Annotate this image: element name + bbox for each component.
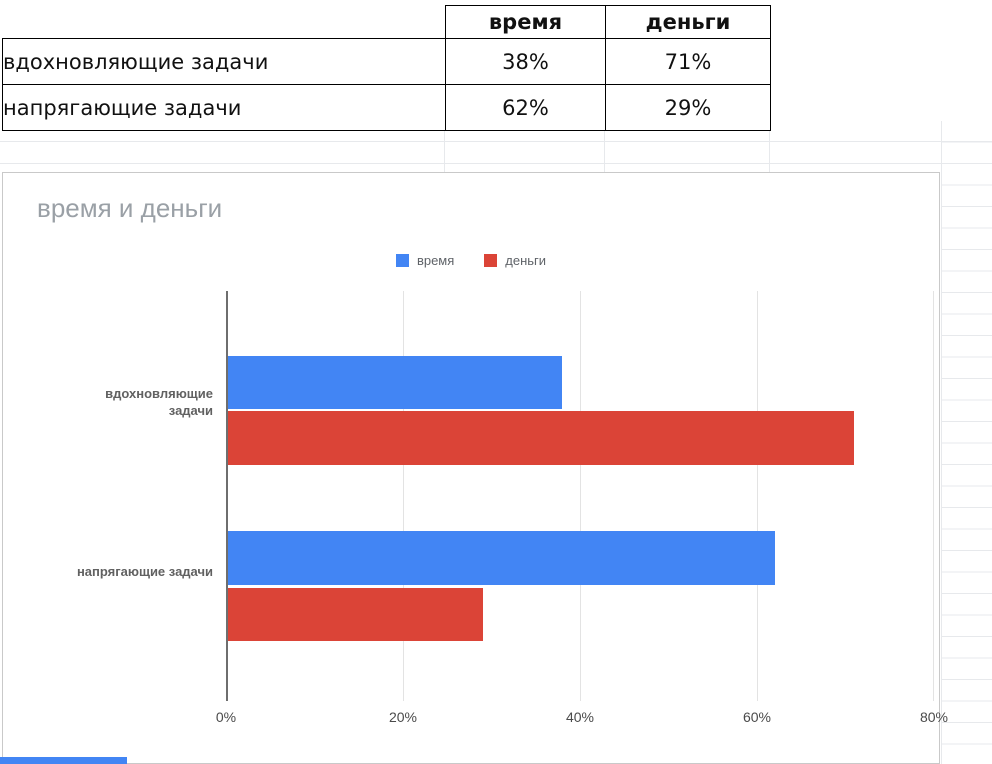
gridline-40 <box>580 291 581 701</box>
bottom-blue-strip <box>0 757 127 764</box>
bar-money-inspiring-tasks <box>226 411 855 465</box>
table-corner-cell[interactable] <box>3 6 446 39</box>
table-row: вдохновляющие задачи 38% 71% <box>2 38 771 85</box>
category-label-inspiring: вдохновляющие задачи <box>105 386 213 418</box>
bar-money-straining-tasks <box>226 588 483 641</box>
category-label-straining: напрягающие задачи <box>76 564 213 579</box>
legend-swatch-money <box>484 254 498 267</box>
x-tick-80: 80% <box>919 709 949 725</box>
sheet-row-gridline <box>0 163 992 164</box>
x-tick-20: 20% <box>388 709 418 725</box>
baseline-axis <box>226 291 228 701</box>
data-table: время деньги вдохновляющие задачи 38% 71… <box>2 5 771 131</box>
cell-time-straining[interactable]: 62% <box>445 84 606 131</box>
bar-time-straining-tasks <box>226 531 775 585</box>
legend-label-time: время <box>416 253 455 268</box>
table-row: напрягающие задачи 62% 29% <box>2 84 771 131</box>
chart-legend: время деньги <box>3 253 939 268</box>
col-header-money[interactable]: деньги <box>605 5 771 39</box>
x-tick-0: 0% <box>215 709 237 725</box>
cell-time-inspiring[interactable]: 38% <box>445 38 606 85</box>
sheet-column-gridline <box>604 130 605 172</box>
chart-card[interactable]: время и деньги время деньги вдохновляющи… <box>2 172 948 764</box>
legend-swatch-time <box>395 254 409 267</box>
row-label-inspiring[interactable]: вдохновляющие задачи <box>2 38 446 85</box>
gridline-20 <box>403 291 404 701</box>
bar-time-inspiring-tasks <box>226 356 563 409</box>
legend-label-money: деньги <box>505 253 547 268</box>
sheet-gridlines-right <box>941 121 992 764</box>
sheet-column-gridline <box>769 130 770 172</box>
row-label-straining[interactable]: напрягающие задачи <box>2 84 446 131</box>
cell-money-straining[interactable]: 29% <box>605 84 771 131</box>
x-tick-40: 40% <box>565 709 595 725</box>
legend-item-money: деньги <box>484 253 546 268</box>
sheet-row-gridline <box>0 141 992 142</box>
legend-item-time: время <box>395 253 455 268</box>
sheet-column-gridline <box>444 130 445 172</box>
gridline-60 <box>757 291 758 701</box>
gridline-80 <box>933 291 934 701</box>
col-header-time[interactable]: время <box>445 5 606 39</box>
plot-area <box>226 291 934 701</box>
table-header-row: время деньги <box>3 5 771 39</box>
cell-money-inspiring[interactable]: 71% <box>605 38 771 85</box>
x-tick-60: 60% <box>742 709 772 725</box>
chart-title: время и деньги <box>37 193 223 223</box>
